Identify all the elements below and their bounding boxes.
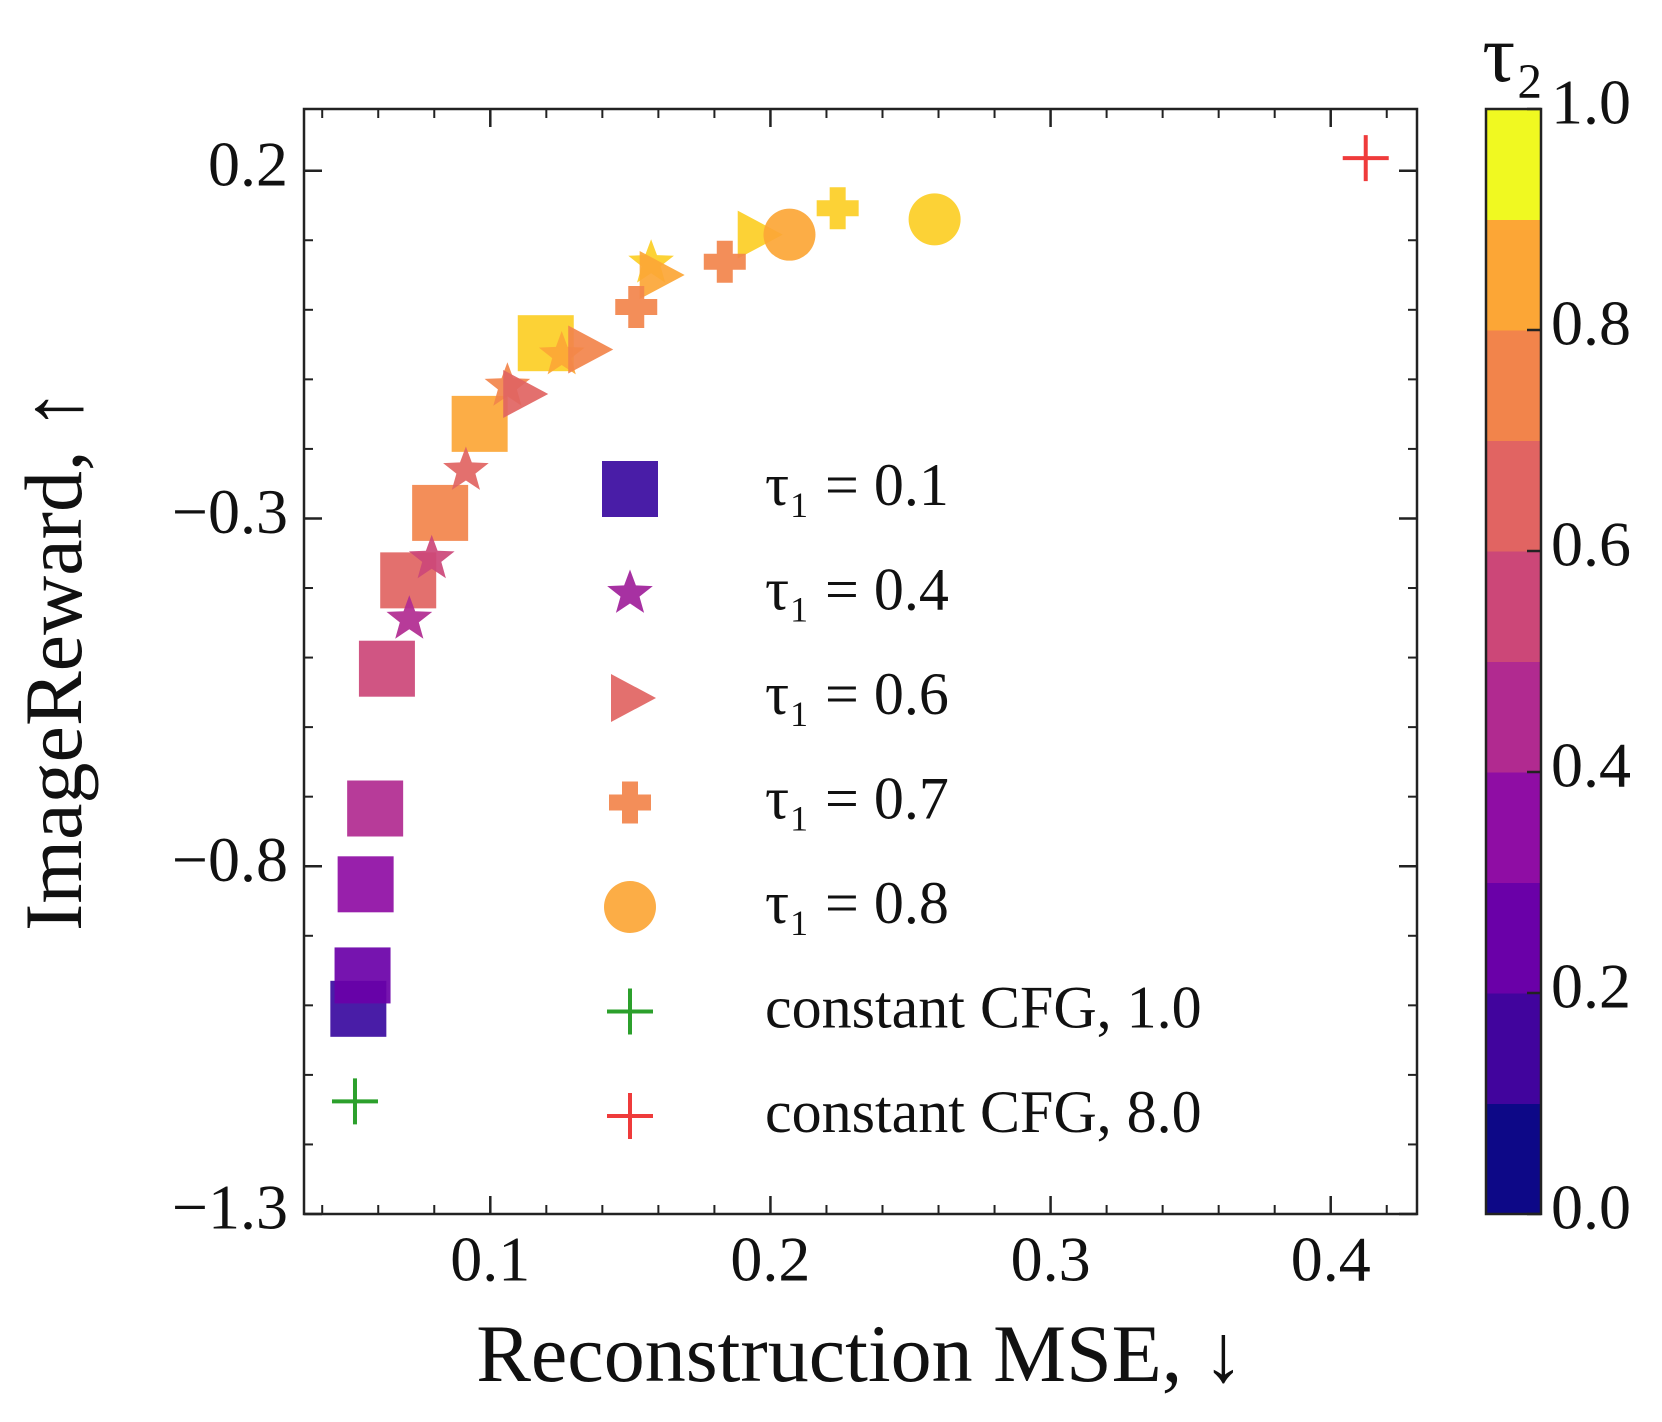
x-tick-label: 0.4 [1291,1224,1371,1295]
y-tick-label: −0.8 [172,824,288,895]
colorbar-bin [1486,330,1541,441]
marker-square [347,780,404,837]
legend-marker [607,569,653,613]
colorbar-bin [1486,661,1541,773]
y-tick-label: −0.3 [172,476,288,547]
x-tick-label: 0.2 [730,1224,810,1295]
marker-square [451,395,508,452]
colorbar-bin [1486,109,1541,220]
legend-label: τ₁ = 0.1 [765,452,949,518]
colorbar-tick-label: 1.0 [1551,67,1631,138]
marker-square [358,640,415,697]
marker-plus [615,286,658,329]
legend-label: constant CFG, 1.0 [765,974,1202,1040]
x-tick-label: 0.1 [450,1224,530,1295]
colorbar-bin [1486,993,1541,1104]
y-tick-label: −1.3 [172,1172,288,1243]
marker-triangle [503,369,549,418]
marker-star [443,446,489,490]
marker-cross [331,1078,378,1125]
y-axis-label: ImageReward, ↑ [8,389,99,931]
x-axis-label: Reconstruction MSE, ↓ [476,1308,1244,1399]
marker-square [334,947,391,1004]
plot-frame [302,107,1419,1216]
marker-plus [703,240,746,283]
legend-marker [611,674,656,722]
colorbar-tick-label: 0.4 [1551,730,1631,801]
colorbar-bin [1486,882,1541,994]
marker-triangle [737,210,783,259]
legend-marker [607,988,653,1035]
legend-label: τ₁ = 0.4 [765,556,949,622]
colorbar-bin [1486,219,1541,331]
legend-label: τ₁ = 0.6 [765,661,949,727]
marker-star [408,534,455,579]
colorbar-tick-label: 0.0 [1551,1172,1631,1243]
legend-label: constant CFG, 8.0 [765,1079,1202,1145]
marker-triangle [639,251,685,300]
legend-marker [604,881,656,933]
colorbar-tick-label: 0.8 [1551,288,1631,359]
legend-label: τ₁ = 0.8 [765,870,949,936]
y-tick-label: 0.2 [208,128,288,199]
marker-star [538,331,585,375]
legend-marker [607,1093,653,1139]
colorbar-tick-label: 0.6 [1551,509,1631,580]
marker-square [337,856,394,913]
legend-marker [609,781,651,824]
marker-triangle [568,325,614,374]
colorbar-bin [1486,1103,1541,1215]
legend-label: τ₁ = 0.7 [765,765,949,831]
marker-star [386,595,433,639]
marker-plus [816,187,859,230]
colorbar-tick-label: 0.2 [1551,951,1631,1022]
marker-circle [908,193,961,246]
colorbar-label: τ₂ [1482,8,1544,99]
colorbar-bin [1486,551,1541,662]
marker-circle [763,208,816,261]
colorbar-bin [1486,772,1541,883]
colorbar-frame [1484,107,1543,1216]
marker-cross [1342,135,1389,182]
colorbar-bin [1486,440,1541,552]
legend-marker [602,461,658,517]
marker-square [412,484,469,541]
x-tick-label: 0.3 [1011,1224,1091,1295]
